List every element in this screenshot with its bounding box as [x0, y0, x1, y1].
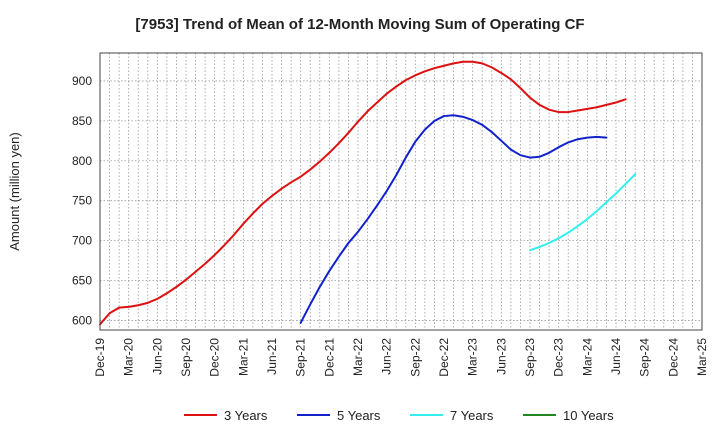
y-axis-title: Amount (million yen)	[7, 132, 22, 251]
x-tick-label: Mar-25	[695, 338, 709, 376]
x-tick-label: Dec-21	[322, 338, 336, 377]
legend-label-10-years: 10 Years	[563, 408, 614, 423]
plot-frame	[99, 52, 703, 331]
x-tick-label: Jun-21	[265, 338, 279, 375]
gridlines	[100, 53, 702, 330]
plot-background	[100, 53, 702, 330]
x-tick-label: Dec-23	[552, 338, 566, 377]
series-line-5-years	[299, 114, 608, 324]
y-tick-label: 850	[72, 114, 92, 128]
y-tick-label: 750	[72, 194, 92, 208]
y-tick-label: 650	[72, 274, 92, 288]
series-lines	[99, 60, 637, 326]
x-tick-label: Mar-22	[351, 338, 365, 376]
x-tick-label: Mar-24	[580, 338, 594, 376]
x-tick-label: Jun-20	[150, 338, 164, 375]
series-line-3-years	[99, 60, 627, 326]
y-tick-labels: 600 650 700 750 800 850 900	[72, 74, 92, 327]
x-tick-label: Jun-24	[609, 338, 623, 375]
x-tick-label: Dec-20	[208, 338, 222, 377]
x-tick-label: Sep-23	[523, 338, 537, 377]
x-tick-label: Sep-22	[408, 338, 422, 377]
x-tick-label: Sep-24	[638, 338, 652, 377]
x-tick-label: Mar-23	[466, 338, 480, 376]
x-tick-label: Sep-20	[179, 338, 193, 377]
x-tick-label: Dec-24	[666, 338, 680, 377]
y-tick-label: 800	[72, 154, 92, 168]
x-tick-label: Dec-22	[437, 338, 451, 377]
legend: 3 Years 5 Years 7 Years 10 Years	[184, 408, 614, 423]
x-tick-label: Dec-19	[93, 338, 107, 377]
x-tick-label: Mar-21	[236, 338, 250, 376]
y-tick-label: 600	[72, 313, 92, 327]
x-tick-label: Sep-21	[294, 338, 308, 377]
x-tick-label: Jun-23	[494, 338, 508, 375]
legend-label-7-years: 7 Years	[450, 408, 494, 423]
chart-title: [7953] Trend of Mean of 12-Month Moving …	[135, 16, 585, 33]
y-tick-label: 900	[72, 74, 92, 88]
legend-label-3-years: 3 Years	[224, 408, 268, 423]
legend-label-5-years: 5 Years	[337, 408, 381, 423]
x-tick-label: Jun-22	[380, 338, 394, 375]
x-tick-labels: Dec-19 Mar-20 Jun-20 Sep-20 Dec-20 Mar-21 Jun-…	[93, 338, 709, 377]
y-tick-label: 700	[72, 234, 92, 248]
x-tick-label: Mar-20	[122, 338, 136, 376]
series-line-7-years	[529, 173, 637, 252]
